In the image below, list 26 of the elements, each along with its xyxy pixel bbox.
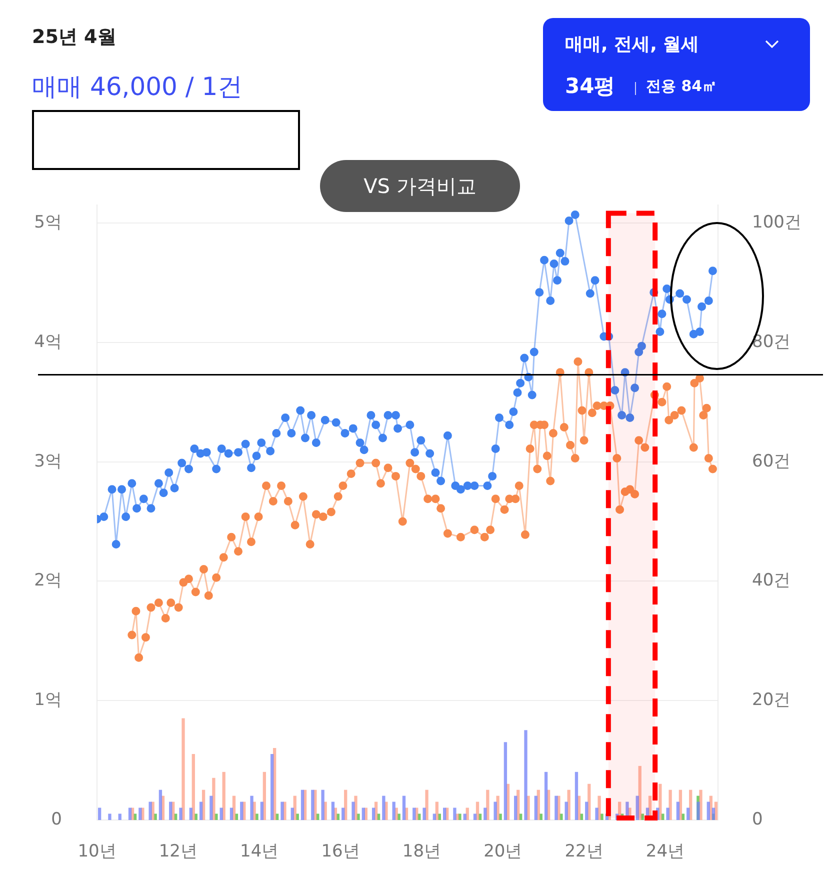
x-tick-label: 10년 — [78, 842, 116, 862]
y-tick-label: 2억 — [34, 570, 62, 591]
y-tick-label: 5억 — [34, 212, 62, 233]
text: 전용 84㎡ — [646, 77, 718, 96]
y-tick-label: 1억 — [34, 690, 62, 710]
x-tick-label: 14년 — [240, 842, 279, 862]
y-tick-label: 3억 — [34, 451, 62, 472]
x-tick-label: 16년 — [321, 842, 360, 862]
chart-subtitle: 매매 46,000 / 1건 — [32, 71, 243, 103]
text: 34평 — [565, 73, 616, 100]
y2-tick-label: 80건 — [752, 332, 791, 352]
y2-tick-label: 0 — [752, 809, 763, 830]
y2-tick-label: 20건 — [752, 690, 791, 710]
y-tick-label: 0 — [51, 809, 62, 830]
compare-button: VS 가격비교 — [320, 160, 520, 212]
chart-title: 25년 4월 — [32, 25, 116, 50]
y2-tick-label: 100건 — [752, 212, 802, 233]
x-tick-label: 24년 — [646, 842, 685, 862]
text: 매매, 전세, 월세 — [565, 33, 700, 56]
x-tick-label: 22년 — [564, 842, 604, 862]
x-tick-label: 12년 — [158, 842, 198, 862]
y2-tick-label: 60건 — [752, 451, 791, 472]
y-tick-label: 4억 — [34, 332, 62, 352]
x-tick-label: 18년 — [402, 842, 442, 862]
y2-tick-label: 40건 — [752, 570, 791, 591]
x-tick-label: 20년 — [484, 842, 522, 862]
